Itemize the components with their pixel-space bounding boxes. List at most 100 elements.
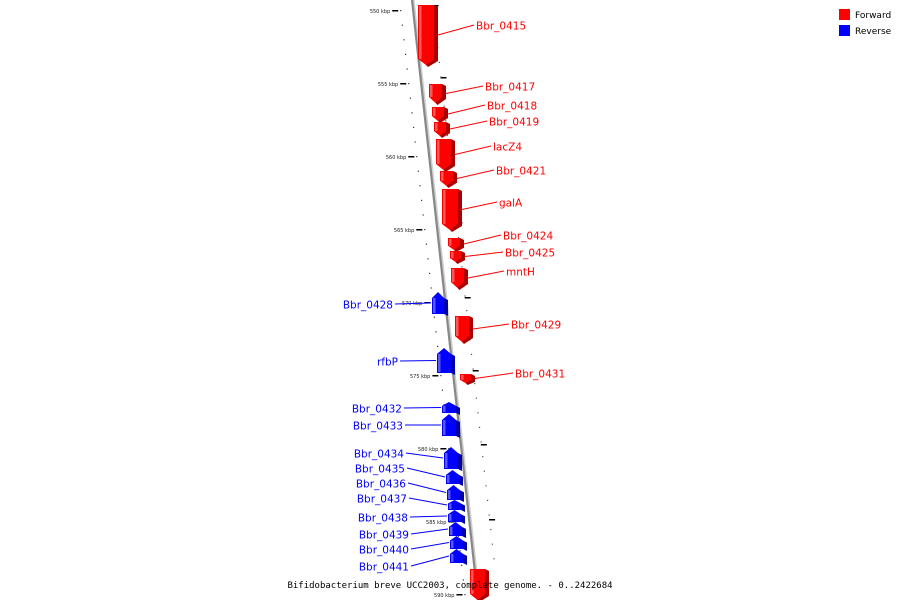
gene-label[interactable]: Bbr_0429 [511, 320, 561, 332]
minor-tick [441, 389, 444, 391]
gene-label[interactable]: Bbr_0439 [359, 530, 409, 542]
gene-arrow[interactable] [447, 485, 464, 502]
kbp-label: 565 kbp [394, 228, 414, 234]
legend: Forward Reverse [839, 9, 892, 37]
label-leader-line [464, 251, 504, 257]
label-leader-line [463, 234, 502, 245]
minor-tick [429, 272, 431, 274]
gene-arrow[interactable] [432, 292, 448, 316]
gene-label[interactable]: Bbr_0440 [359, 545, 409, 557]
major-tick-right [489, 519, 496, 521]
kbp-label: 580 kbp [418, 447, 438, 453]
gene-label[interactable]: lacZ4 [493, 142, 522, 154]
minor-tick [462, 579, 464, 581]
minor-tick [427, 258, 429, 260]
gene-arrow[interactable] [446, 470, 463, 486]
gene-arrow[interactable] [432, 107, 448, 123]
minor-tick [417, 170, 419, 172]
minor-tick-right [461, 266, 463, 268]
gene-label[interactable]: Bbr_0436 [356, 479, 406, 491]
gene-arrow[interactable] [448, 510, 465, 524]
minor-tick [440, 375, 442, 377]
legend-reverse-label: Reverse [855, 27, 892, 37]
minor-tick [420, 199, 423, 201]
legend-forward-label: Forward [855, 11, 891, 21]
gene-label[interactable]: Bbr_0433 [353, 421, 403, 433]
gene-arrow[interactable] [460, 374, 475, 385]
minor-tick-right [486, 499, 489, 501]
gene-label[interactable]: Bbr_0415 [476, 21, 526, 33]
minor-tick-right [488, 514, 490, 516]
minor-tick [411, 112, 413, 114]
gene-arrow[interactable] [418, 5, 438, 67]
legend-forward-swatch [839, 9, 850, 20]
kbp-label: 550 kbp [370, 9, 390, 15]
gene-arrow[interactable] [444, 447, 462, 471]
gene-label[interactable]: Bbr_0419 [489, 117, 539, 129]
minor-tick [430, 287, 432, 289]
gene-arrow[interactable] [449, 522, 466, 538]
gene-arrow[interactable] [429, 84, 446, 105]
label-leader-line [407, 482, 447, 493]
gene-arrow[interactable] [455, 316, 473, 344]
gene-arrow[interactable] [448, 500, 465, 512]
gene-label[interactable]: Bbr_0425 [505, 248, 555, 260]
major-tick [432, 375, 439, 377]
minor-tick-right [478, 426, 481, 428]
minor-tick-right [485, 485, 487, 487]
gene-arrow[interactable] [450, 251, 465, 264]
minor-tick [437, 345, 439, 347]
gene-arrow[interactable] [451, 268, 468, 290]
minor-tick-right [490, 529, 492, 531]
gene-arrow[interactable] [450, 549, 467, 565]
label-leader-line [474, 372, 514, 379]
gene-label[interactable]: Bbr_0424 [503, 231, 553, 243]
label-leader-line [394, 302, 432, 305]
minor-tick [400, 10, 402, 12]
major-tick-right [464, 297, 471, 299]
minor-tick-right [475, 397, 477, 399]
gene-label[interactable]: Bbr_0434 [354, 449, 404, 461]
gene-label[interactable]: mntH [506, 267, 535, 279]
gene-arrow[interactable] [436, 139, 455, 172]
gene-arrow[interactable] [440, 171, 457, 188]
gene-label[interactable]: rfbP [377, 357, 398, 369]
minor-tick-right [445, 120, 447, 122]
gene-arrow[interactable] [434, 122, 450, 138]
gene-arrow[interactable] [437, 348, 455, 375]
gene-label[interactable]: Bbr_0437 [357, 494, 407, 506]
gene-label[interactable]: Bbr_0421 [496, 166, 546, 178]
major-tick [408, 156, 415, 158]
label-leader-line [454, 145, 492, 155]
major-tick-right [432, 5, 439, 7]
gene-arrow[interactable] [442, 189, 462, 232]
minor-tick-right [472, 368, 474, 370]
minor-tick-right [464, 295, 466, 297]
label-leader-line [410, 528, 449, 535]
gene-label[interactable]: Bbr_0431 [515, 369, 565, 381]
label-leader-line [456, 169, 495, 179]
gene-label[interactable]: Bbr_0438 [358, 513, 408, 525]
gene-arrow[interactable] [450, 536, 467, 551]
minor-tick-right [480, 441, 482, 443]
kbp-label: 585 kbp [426, 520, 446, 526]
minor-tick [448, 448, 450, 450]
gene-arrow[interactable] [442, 414, 460, 438]
gene-label[interactable]: Bbr_0417 [485, 82, 535, 94]
label-leader-line [403, 407, 442, 409]
kbp-label: 560 kbp [386, 155, 406, 161]
gene-label[interactable]: Bbr_0418 [487, 101, 537, 113]
label-leader-line [410, 542, 450, 550]
gene-arrow[interactable] [442, 402, 460, 415]
label-leader-line [408, 497, 448, 506]
gene-label[interactable]: Bbr_0428 [343, 300, 393, 312]
gene-arrow[interactable] [448, 238, 464, 252]
gene-arrow[interactable] [470, 569, 489, 600]
minor-tick-right [443, 105, 445, 107]
gene-label[interactable]: Bbr_0432 [352, 404, 402, 416]
label-leader-line [467, 270, 505, 279]
gene-label[interactable]: Bbr_0435 [355, 464, 405, 476]
gene-label[interactable]: galA [499, 198, 523, 210]
gene-label[interactable]: Bbr_0441 [359, 562, 409, 574]
